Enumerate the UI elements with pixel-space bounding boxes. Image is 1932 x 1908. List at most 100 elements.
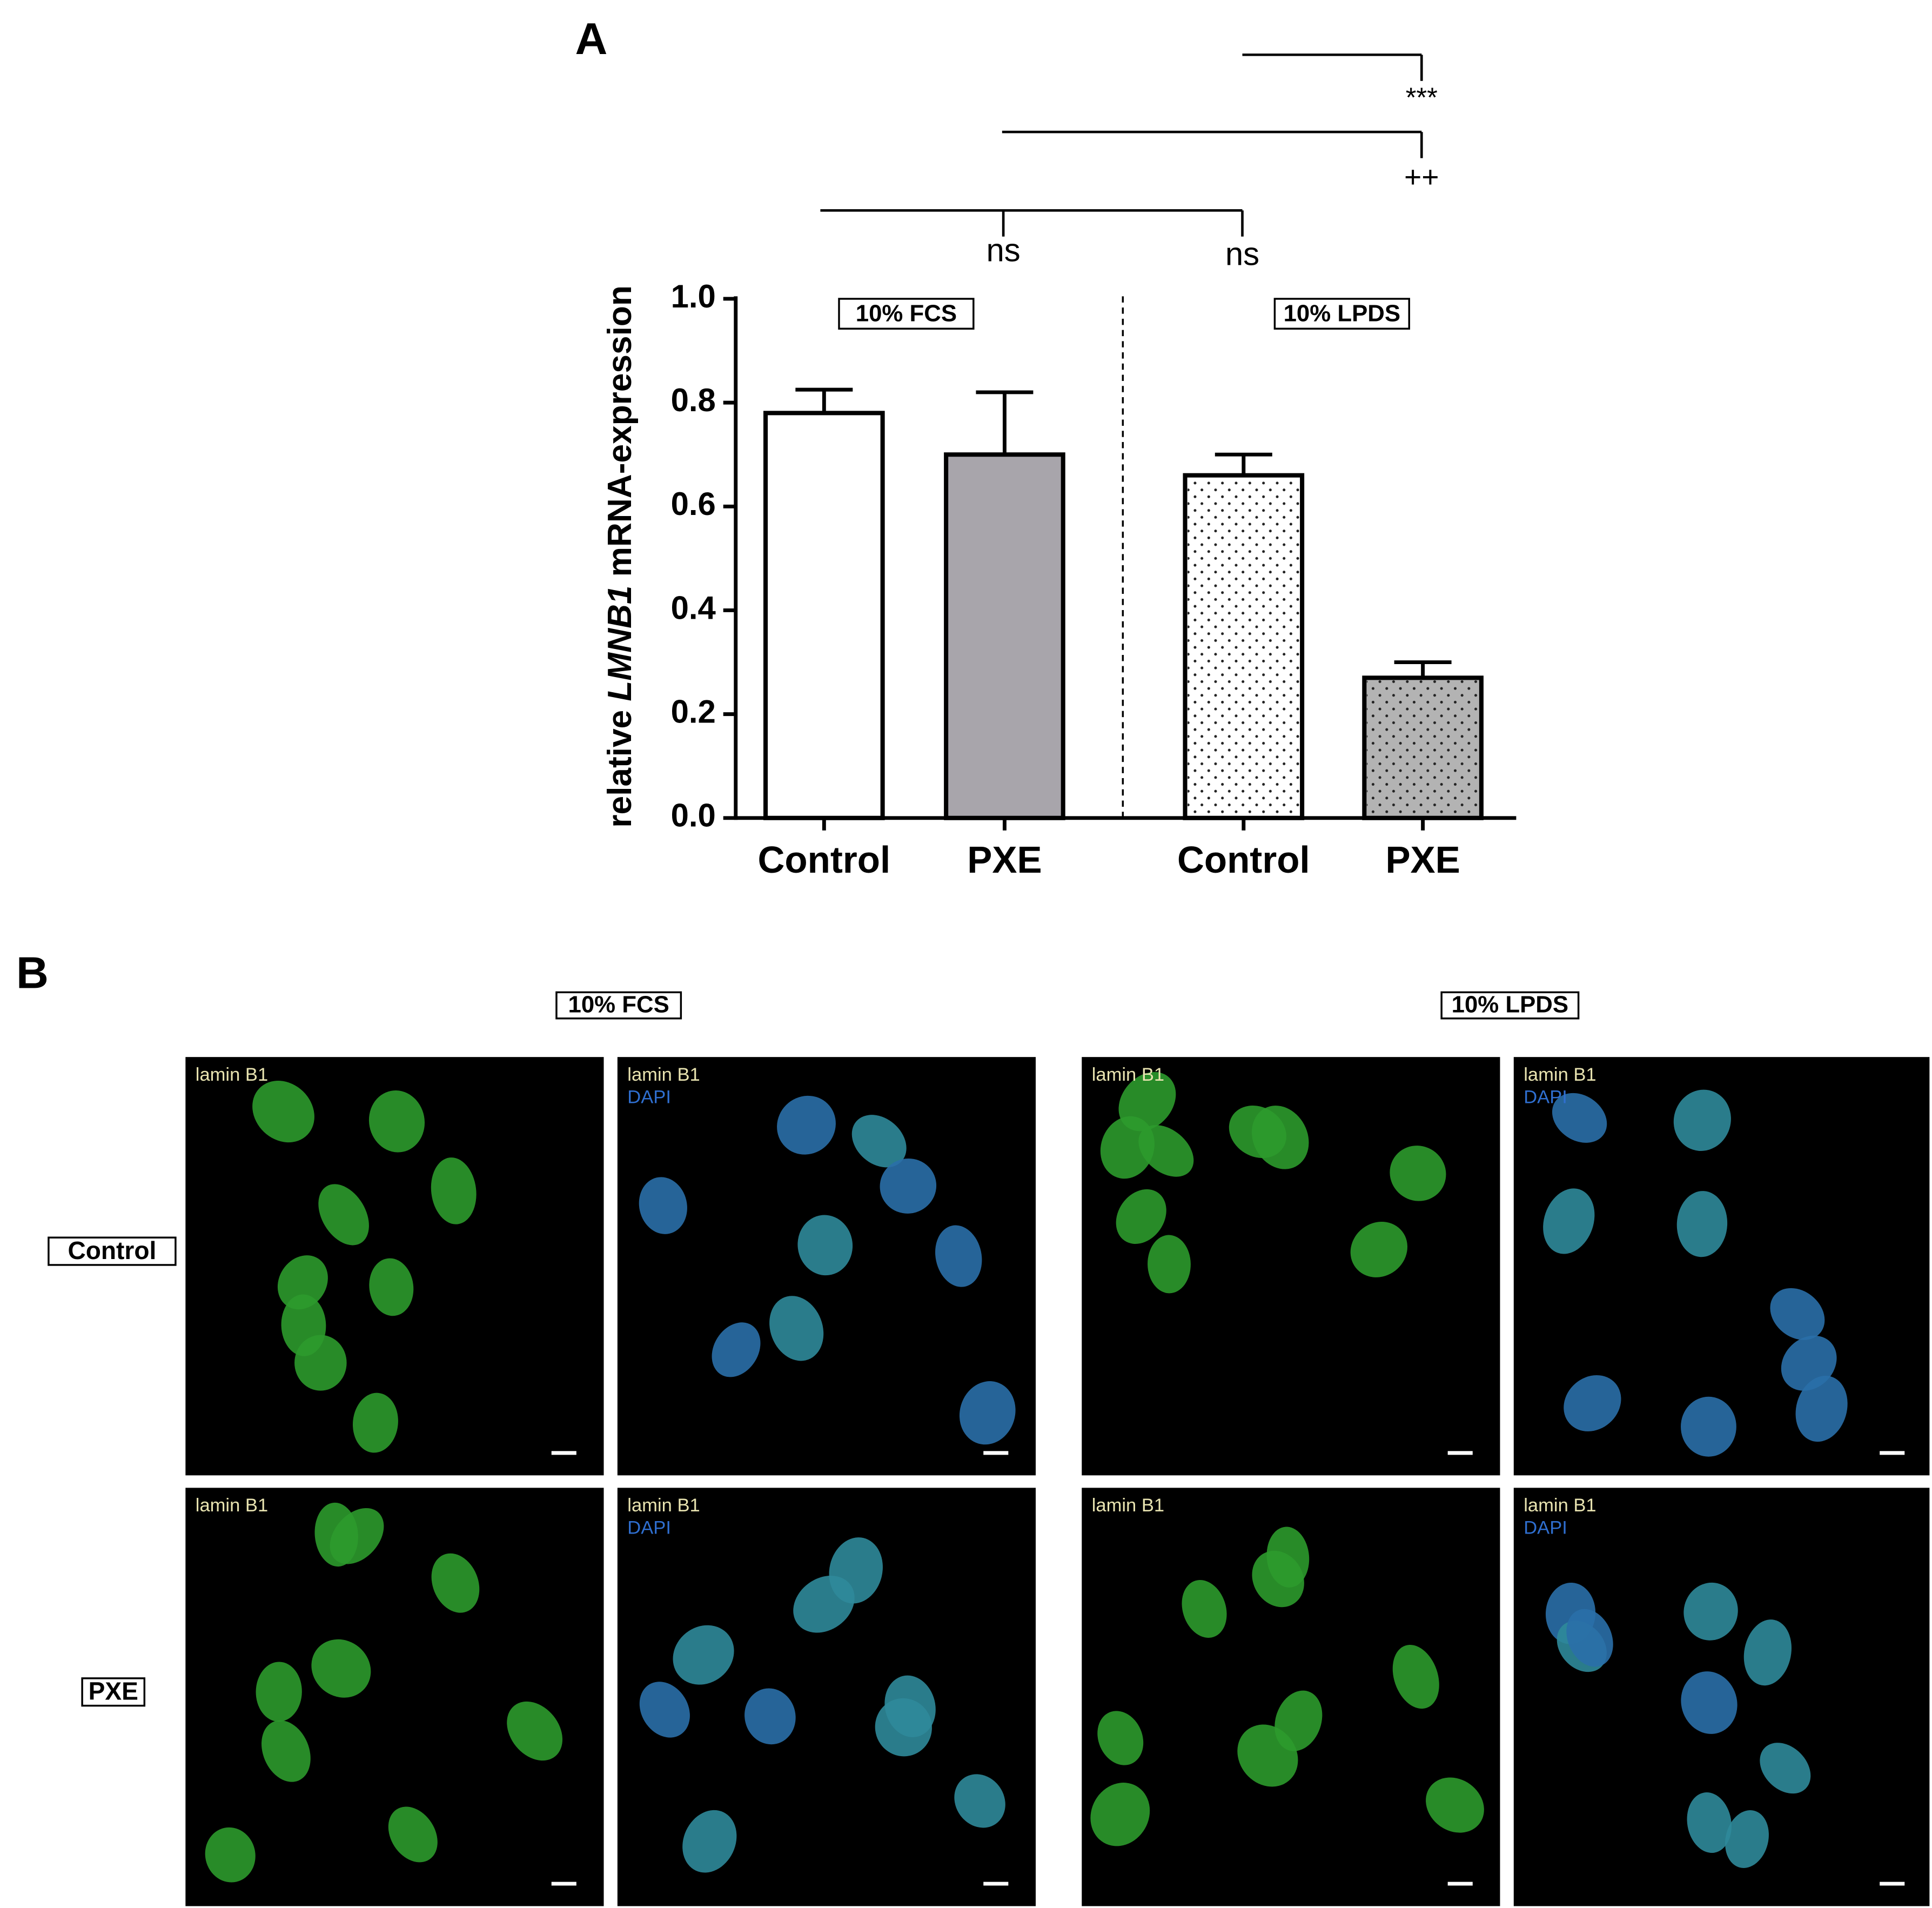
nucleus bbox=[935, 1225, 982, 1287]
y-label-part: relative bbox=[602, 710, 639, 828]
nucleus bbox=[744, 1688, 796, 1745]
nucleus bbox=[431, 1553, 480, 1613]
nucleus bbox=[777, 1095, 836, 1155]
nucleus bbox=[851, 1115, 907, 1168]
group-label: 10% FCS bbox=[856, 300, 957, 326]
nucleus bbox=[1781, 1335, 1837, 1391]
nucleus bbox=[959, 1381, 1016, 1445]
x-tick-label: PXE bbox=[1385, 839, 1460, 881]
nucleus bbox=[1676, 1191, 1728, 1257]
nucleus bbox=[1237, 1724, 1298, 1787]
nucleus bbox=[797, 1215, 853, 1276]
nucleus bbox=[954, 1774, 1005, 1828]
bar-pattern bbox=[1188, 478, 1300, 816]
nucleus bbox=[1681, 1396, 1736, 1457]
nucleus bbox=[1770, 1288, 1825, 1340]
nucleus bbox=[884, 1675, 936, 1737]
nucleus bbox=[1229, 1106, 1286, 1159]
nucleus bbox=[281, 1294, 326, 1356]
nucleus bbox=[1426, 1777, 1484, 1833]
significance-label: ++ bbox=[1404, 160, 1439, 193]
nucleus bbox=[1350, 1222, 1408, 1277]
row-box bbox=[48, 1236, 177, 1266]
channel-label: DAPI bbox=[627, 1087, 671, 1107]
channel-label: DAPI bbox=[1524, 1087, 1567, 1107]
condition-label: 10% LPDS bbox=[1452, 991, 1568, 1017]
y-label-part: mRNA-expression bbox=[602, 285, 639, 577]
nucleus bbox=[318, 1184, 369, 1246]
y-tick-label: 0.6 bbox=[671, 486, 716, 522]
group-box bbox=[1273, 298, 1410, 330]
condition-box bbox=[555, 991, 682, 1020]
channel-label: lamin B1 bbox=[196, 1495, 268, 1516]
channel-label: lamin B1 bbox=[196, 1065, 268, 1085]
nucleus bbox=[1090, 1783, 1150, 1846]
nucleus bbox=[1097, 1711, 1144, 1765]
y-tick-label: 0.4 bbox=[671, 590, 716, 626]
nucleus bbox=[829, 1537, 883, 1604]
bar-pattern bbox=[1366, 680, 1479, 816]
nucleus bbox=[1266, 1527, 1310, 1588]
nucleus bbox=[880, 1159, 937, 1214]
nucleus bbox=[1148, 1235, 1191, 1294]
nucleus bbox=[1543, 1188, 1595, 1254]
nucleus bbox=[769, 1296, 824, 1361]
nucleus bbox=[1182, 1579, 1227, 1638]
significance-label: ns bbox=[986, 232, 1020, 269]
panel-label: B bbox=[16, 947, 49, 997]
significance-label: *** bbox=[1406, 82, 1438, 113]
nucleus bbox=[311, 1639, 371, 1698]
y-tick-label: 0.0 bbox=[671, 798, 716, 834]
nucleus bbox=[1100, 1116, 1155, 1179]
condition-box bbox=[1440, 991, 1580, 1020]
y-tick-label: 0.8 bbox=[671, 382, 716, 418]
nucleus bbox=[1795, 1375, 1848, 1442]
nucleus bbox=[252, 1081, 314, 1143]
nucleus bbox=[1392, 1644, 1439, 1709]
x-tick-label: Control bbox=[1177, 839, 1310, 881]
nucleus bbox=[1683, 1582, 1738, 1641]
channel-label: lamin B1 bbox=[1524, 1495, 1596, 1516]
row-box bbox=[81, 1677, 146, 1707]
nucleus bbox=[277, 1255, 328, 1310]
row-label: Control bbox=[68, 1236, 157, 1264]
nucleus bbox=[369, 1258, 414, 1316]
nucleus bbox=[1566, 1609, 1613, 1667]
group-box bbox=[838, 298, 975, 330]
channel-label: lamin B1 bbox=[1092, 1495, 1164, 1516]
y-label-part: LMNB1 bbox=[602, 585, 639, 701]
nucleus bbox=[1116, 1189, 1166, 1244]
group-label: 10% LPDS bbox=[1284, 300, 1400, 326]
nucleus bbox=[205, 1827, 256, 1883]
nucleus bbox=[1681, 1671, 1738, 1734]
y-tick-label: 1.0 bbox=[671, 278, 716, 314]
nucleus bbox=[712, 1322, 761, 1377]
y-axis-label: relative LMNB1 mRNA-expression bbox=[602, 285, 639, 828]
nucleus bbox=[1118, 1072, 1176, 1132]
significance-label: ns bbox=[1225, 236, 1259, 272]
y-tick-label: 0.2 bbox=[671, 693, 716, 729]
channel-label: lamin B1 bbox=[627, 1495, 700, 1516]
condition-label: 10% FCS bbox=[568, 991, 669, 1017]
nucleus bbox=[1725, 1810, 1769, 1868]
bar bbox=[763, 411, 885, 820]
panel-label: A bbox=[575, 14, 608, 64]
row-label: PXE bbox=[89, 1677, 138, 1705]
nucleus bbox=[256, 1662, 302, 1722]
bar bbox=[944, 452, 1065, 820]
nucleus bbox=[682, 1810, 737, 1873]
channel-label: lamin B1 bbox=[1524, 1065, 1596, 1085]
nucleus bbox=[1390, 1146, 1446, 1201]
x-tick-label: PXE bbox=[967, 839, 1042, 881]
nucleus bbox=[431, 1157, 477, 1224]
nucleus bbox=[507, 1701, 563, 1761]
channel-label: lamin B1 bbox=[1092, 1065, 1164, 1085]
nucleus bbox=[353, 1392, 398, 1453]
channel-label: lamin B1 bbox=[627, 1065, 700, 1085]
x-tick-label: Control bbox=[757, 839, 890, 881]
nucleus bbox=[1687, 1792, 1732, 1853]
nucleus bbox=[1552, 1093, 1607, 1143]
channel-label: DAPI bbox=[1524, 1518, 1567, 1538]
